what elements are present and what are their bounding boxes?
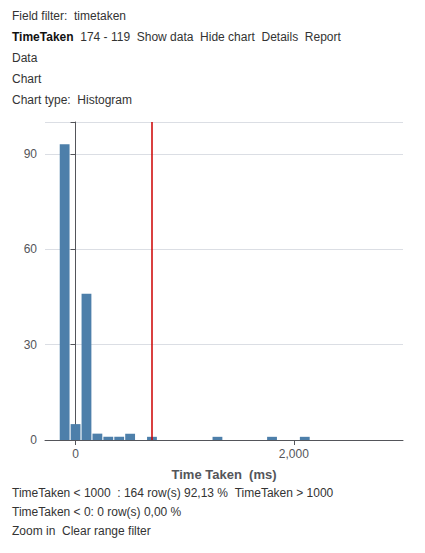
svg-text:TimeTaken > 1000: TimeTaken > 1000 — [235, 486, 334, 500]
svg-text:Time Taken (ms): Time Taken (ms) — [172, 467, 277, 482]
svg-text:TimeTaken < 1000: TimeTaken < 1000 — [12, 486, 111, 500]
svg-text:Chart: Chart — [12, 72, 42, 86]
svg-text:30: 30 — [24, 338, 38, 352]
svg-text:TimeTaken < 0: 0 row(s) 0,00 %: TimeTaken < 0: 0 row(s) 0,00 % — [12, 505, 182, 519]
svg-text:: 164 row(s) 92,13 %: : 164 row(s) 92,13 % — [117, 486, 228, 500]
svg-text:174 - 119: 174 - 119 — [80, 30, 130, 44]
svg-text:Report: Report — [305, 30, 342, 44]
svg-text:60: 60 — [24, 242, 38, 256]
svg-text:0: 0 — [72, 447, 79, 461]
svg-text:Clear range filter: Clear range filter — [62, 524, 151, 538]
svg-text:2,000: 2,000 — [279, 447, 309, 461]
svg-text:timetaken: timetaken — [74, 9, 126, 23]
svg-text:TimeTaken: TimeTaken — [12, 30, 74, 44]
svg-text:Zoom in: Zoom in — [12, 524, 55, 538]
svg-text:Data: Data — [12, 51, 38, 65]
svg-text:Hide chart: Hide chart — [200, 30, 255, 44]
svg-text:Field filter:: Field filter: — [12, 9, 67, 23]
svg-text:Histogram: Histogram — [77, 93, 132, 107]
svg-text:Chart type:: Chart type: — [12, 93, 71, 107]
svg-text:Show data: Show data — [137, 30, 194, 44]
svg-text:Details: Details — [261, 30, 298, 44]
svg-text:0: 0 — [30, 433, 37, 447]
svg-text:90: 90 — [24, 147, 38, 161]
